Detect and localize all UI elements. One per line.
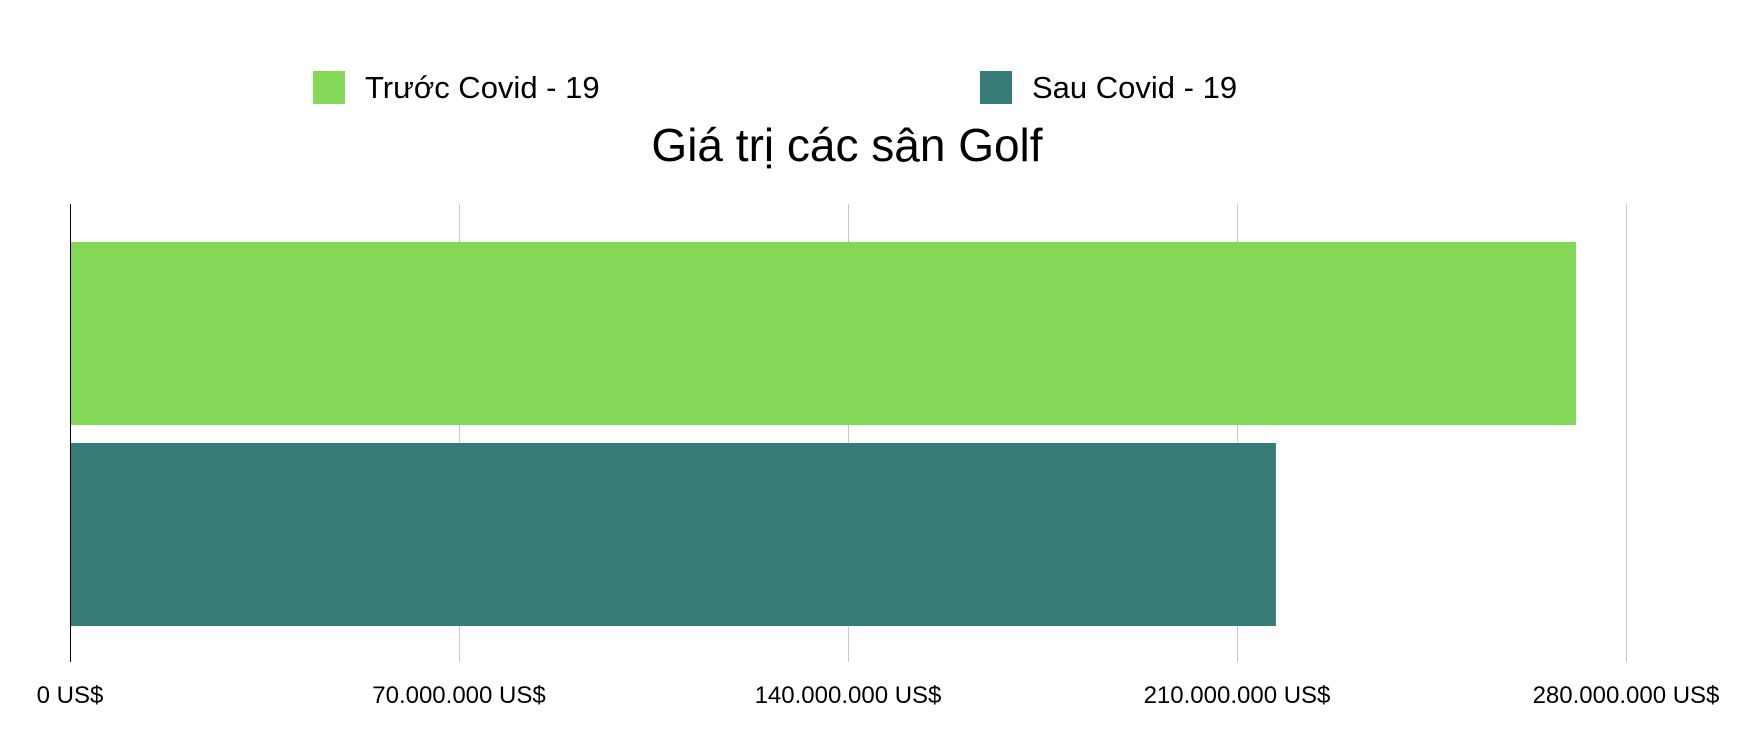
x-tick-label: 280.000.000 US$ — [1533, 682, 1720, 709]
x-tick-label: 210.000.000 US$ — [1144, 682, 1331, 709]
x-tick-label: 70.000.000 US$ — [372, 682, 545, 709]
bar-series-1 — [70, 443, 1276, 626]
x-axis-tick-labels: 0 US$ 70.000.000 US$ 140.000.000 US$ 210.00… — [37, 682, 1720, 709]
bars — [70, 242, 1576, 626]
legend-label-sau-covid: Sau Covid - 19 — [1032, 70, 1237, 105]
x-tick-label: 140.000.000 US$ — [755, 682, 942, 709]
legend-label-truoc-covid: Trước Covid - 19 — [365, 70, 600, 105]
chart-title: Giá trị các sân Golf — [651, 119, 1042, 171]
legend-swatch-sau-covid — [980, 71, 1012, 104]
bar-series-0 — [70, 242, 1576, 425]
legend-swatch-truoc-covid — [313, 71, 345, 104]
x-tick-label: 0 US$ — [37, 682, 104, 709]
legend: Trước Covid - 19 Sau Covid - 19 — [313, 70, 1237, 105]
